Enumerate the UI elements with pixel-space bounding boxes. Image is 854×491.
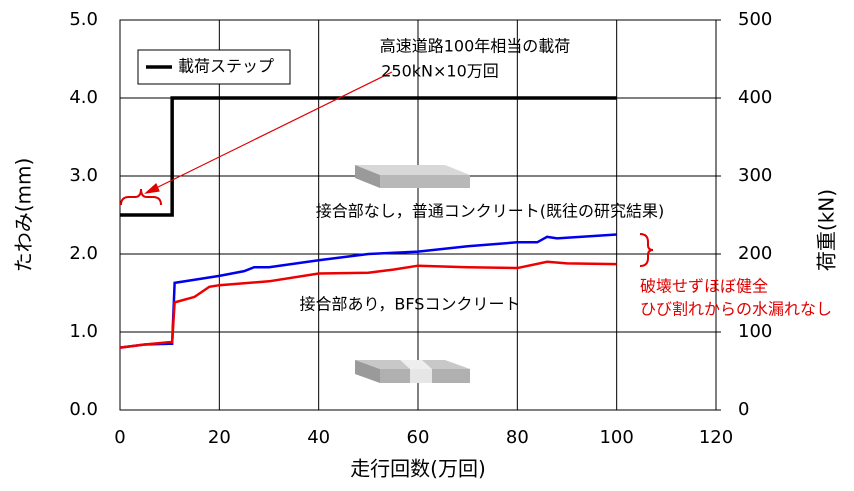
y2-tick-label: 200 <box>738 243 772 264</box>
x-axis-label: 走行回数(万回) <box>350 457 486 481</box>
data-line <box>120 96 617 217</box>
data-line <box>119 260 617 349</box>
y-tick-label: 4.0 <box>69 87 98 108</box>
y-tick-label: 3.0 <box>69 165 98 186</box>
annotation: 破壊せずほぼ健全 <box>640 277 768 296</box>
slab-illustration <box>355 360 470 383</box>
x-tick-label: 40 <box>307 427 330 448</box>
y2-tick-label: 100 <box>738 321 772 342</box>
x-tick-label: 80 <box>506 427 529 448</box>
series-annotation: 接合部あり，BFSコンクリート <box>300 295 521 314</box>
y-tick-label: 1.0 <box>69 321 98 342</box>
y-tick-label: 5.0 <box>69 9 98 30</box>
legend-label: 載荷ステップ <box>178 57 274 76</box>
y2-tick-label: 0 <box>738 399 749 420</box>
y-tick-label: 0.0 <box>69 399 98 420</box>
arrow <box>120 71 654 267</box>
y2-axis-label: 荷重(kN) <box>815 189 839 271</box>
x-tick-label: 60 <box>407 427 430 448</box>
y-tick-label: 2.0 <box>69 243 98 264</box>
annotation: ひび割れからの水漏れなし <box>640 300 832 319</box>
slab-illustration <box>355 165 470 188</box>
annotation: 高速道路100年相当の載荷 <box>380 37 571 56</box>
x-tick-label: 120 <box>699 427 733 448</box>
plot: 0 20 40 60 80 100 120 0.0 1.0 2.0 3.0 4.0 5.0 0 100 200… <box>69 9 772 448</box>
annotation: 250kN×10万回 <box>381 62 499 81</box>
series-annotation: 接合部なし，普通コンクリート(既往の研究結果) <box>316 202 665 221</box>
x-tick-label: 100 <box>599 427 633 448</box>
y2-tick-label: 400 <box>738 87 772 108</box>
data-line <box>119 233 617 349</box>
y2-tick-label: 500 <box>738 9 772 30</box>
x-tick-label: 20 <box>208 427 231 448</box>
y-axis-label: たわみ(mm) <box>12 158 36 273</box>
x-tick-label: 0 <box>114 427 125 448</box>
y2-tick-label: 300 <box>738 165 772 186</box>
